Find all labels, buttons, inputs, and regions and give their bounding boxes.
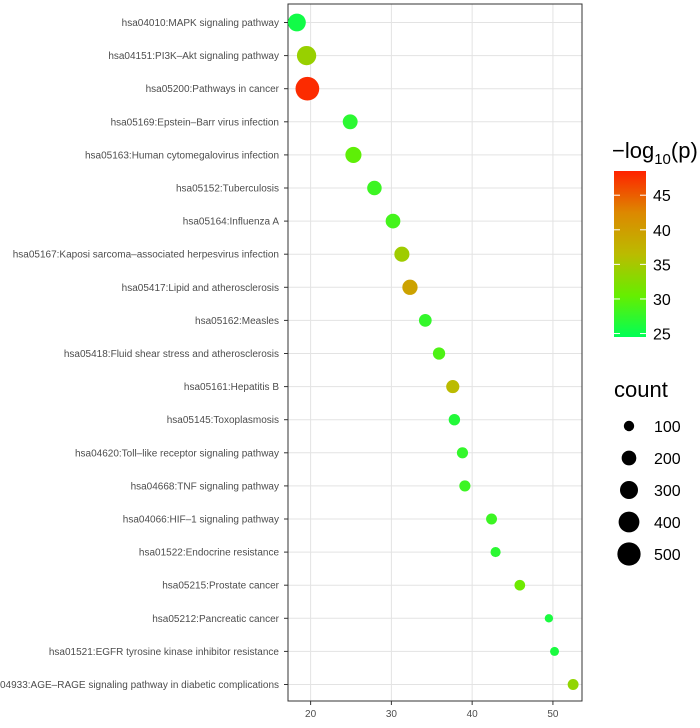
data-point	[287, 13, 306, 32]
data-point	[402, 279, 418, 295]
color-legend-title: −log10(p)	[612, 138, 698, 168]
color-tick-label: 45	[653, 188, 671, 205]
size-legend-label: 100	[654, 419, 681, 436]
y-tick-label: hsa01522:Endocrine resistance	[139, 548, 280, 559]
y-tick-label: hsa05164:Influenza A	[183, 217, 280, 228]
y-tick-label: hsa04668:TNF signaling pathway	[131, 481, 279, 492]
size-legend-items: 100 200 300 400 500	[617, 419, 681, 566]
y-tick-label: hsa05418:Fluid shear stress and atherosc…	[64, 349, 279, 360]
size-legend-label: 400	[654, 515, 681, 532]
y-tick-label: hsa05162:Measles	[195, 316, 279, 327]
data-point	[367, 180, 382, 196]
size-legend-label: 300	[654, 483, 681, 500]
y-tick-label: hsa05145:Toxoplasmosis	[167, 415, 279, 426]
data-point	[394, 246, 410, 262]
size-legend-circle	[621, 450, 637, 466]
y-tick-label: hsa04933:AGE–RAGE signaling pathway in d…	[0, 680, 279, 691]
y-tick-label: hsa05169:Epstein–Barr virus infection	[111, 117, 279, 128]
color-bar	[614, 171, 646, 337]
x-tick-label: 50	[547, 709, 559, 720]
data-point	[432, 347, 446, 360]
y-tick-label: hsa05200:Pathways in cancer	[146, 84, 280, 95]
y-tick-label: hsa04066:HIF–1 signaling pathway	[123, 515, 279, 526]
size-legend-circle	[618, 511, 640, 533]
x-tick-label: 30	[386, 709, 398, 720]
y-tick-label: hsa04010:MAPK signaling pathway	[122, 18, 279, 29]
y-tick-label: hsa05152:Tuberculosis	[176, 184, 279, 195]
x-axis: 20 30 40 50	[305, 701, 559, 720]
data-point	[459, 480, 471, 492]
data-point	[514, 579, 526, 591]
data-point	[446, 380, 460, 394]
color-tick-label: 40	[653, 223, 671, 240]
data-point	[296, 45, 317, 66]
data-point	[456, 447, 469, 459]
data-point	[490, 547, 501, 558]
y-axis-labels: hsa04010:MAPK signaling pathway hsa04151:…	[0, 18, 288, 691]
plot-panel	[287, 3, 583, 702]
y-tick-label: hsa01521:EGFR tyrosine kinase inhibitor …	[49, 647, 280, 658]
y-tick-label: hsa04151:PI3K–Akt signaling pathway	[108, 51, 279, 62]
x-tick-label: 40	[467, 709, 479, 720]
data-point	[385, 213, 401, 229]
x-tick-label: 20	[305, 709, 317, 720]
data-point	[345, 146, 362, 163]
y-tick-label: hsa05167:Kaposi sarcoma–associated herpe…	[13, 250, 279, 261]
size-legend-circle	[617, 542, 641, 566]
size-legend-label: 500	[654, 547, 681, 564]
y-tick-label: hsa05417:Lipid and atherosclerosis	[122, 283, 279, 294]
data-point	[550, 646, 560, 656]
size-legend-label: 200	[654, 451, 681, 468]
size-legend-title: count	[614, 377, 668, 402]
color-legend-ticks: 25 30 35 40 45	[614, 188, 671, 344]
size-legend-circle	[623, 420, 635, 432]
size-legend: count 100 200 300 400 500	[614, 377, 681, 566]
data-point	[448, 414, 461, 426]
data-point	[567, 679, 579, 690]
y-tick-label: hsa05161:Hepatitis B	[184, 382, 279, 393]
data-point	[486, 513, 497, 525]
color-tick-label: 30	[653, 292, 671, 309]
y-tick-label: hsa05212:Pancreatic cancer	[152, 614, 279, 625]
data-point	[295, 76, 320, 101]
color-tick-label: 25	[653, 327, 671, 344]
y-tick-label: hsa05215:Prostate cancer	[162, 581, 279, 592]
data-point	[418, 314, 432, 327]
size-legend-circle	[619, 480, 639, 500]
data-points	[287, 13, 579, 690]
color-legend: −log10(p) 25 30 35 40 45	[612, 138, 698, 344]
color-tick-label: 35	[653, 257, 671, 274]
data-point	[544, 614, 554, 623]
data-point	[342, 114, 358, 130]
y-tick-label: hsa04620:Toll–like receptor signaling pa…	[75, 448, 279, 459]
y-tick-label: hsa05163:Human cytomegalovirus infection	[85, 150, 279, 161]
grid-lines	[288, 4, 582, 701]
